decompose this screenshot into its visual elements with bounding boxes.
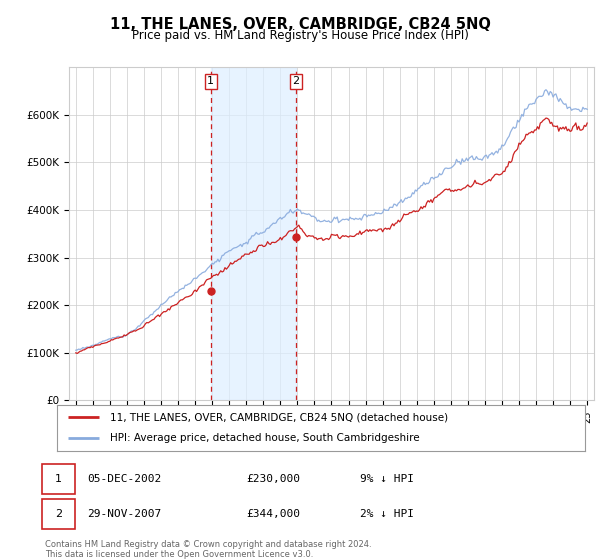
Text: Contains HM Land Registry data © Crown copyright and database right 2024.
This d: Contains HM Land Registry data © Crown c… (45, 540, 371, 559)
Text: 1: 1 (55, 474, 62, 484)
Text: 2: 2 (55, 509, 62, 519)
Text: 11, THE LANES, OVER, CAMBRIDGE, CB24 5NQ: 11, THE LANES, OVER, CAMBRIDGE, CB24 5NQ (110, 17, 490, 32)
Text: 2: 2 (292, 77, 299, 86)
Text: 05-DEC-2002: 05-DEC-2002 (87, 474, 161, 484)
Text: HPI: Average price, detached house, South Cambridgeshire: HPI: Average price, detached house, Sout… (110, 433, 419, 444)
Text: £344,000: £344,000 (246, 509, 300, 519)
Text: Price paid vs. HM Land Registry's House Price Index (HPI): Price paid vs. HM Land Registry's House … (131, 29, 469, 42)
Text: 11, THE LANES, OVER, CAMBRIDGE, CB24 5NQ (detached house): 11, THE LANES, OVER, CAMBRIDGE, CB24 5NQ… (110, 412, 448, 422)
Text: 1: 1 (208, 77, 214, 86)
Bar (211, 67, 296, 400)
Text: £230,000: £230,000 (246, 474, 300, 484)
Text: 29-NOV-2007: 29-NOV-2007 (87, 509, 161, 519)
Text: 2% ↓ HPI: 2% ↓ HPI (360, 509, 414, 519)
Text: 9% ↓ HPI: 9% ↓ HPI (360, 474, 414, 484)
